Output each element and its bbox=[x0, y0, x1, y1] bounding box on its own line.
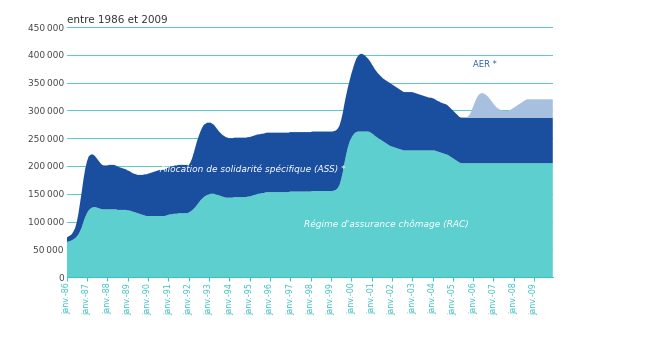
Text: AER *: AER * bbox=[473, 61, 497, 69]
Text: entre 1986 et 2009: entre 1986 et 2009 bbox=[67, 15, 167, 25]
Text: Régime d'assurance chômage (RAC): Régime d'assurance chômage (RAC) bbox=[304, 220, 468, 229]
Text: Allocation de solidarité spécifique (ASS) *: Allocation de solidarité spécifique (ASS… bbox=[160, 164, 346, 173]
